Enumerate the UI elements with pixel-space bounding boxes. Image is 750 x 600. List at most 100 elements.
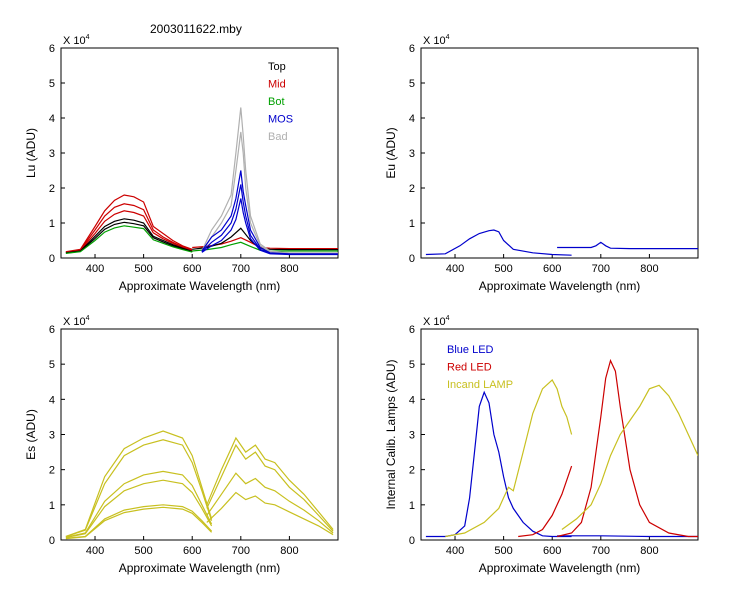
y-tick-label: 6	[409, 324, 415, 336]
series-line-bot	[192, 241, 338, 252]
y-tick-label: 2	[409, 183, 415, 195]
x-tick-label: 400	[446, 263, 464, 275]
x-tick-label: 600	[543, 263, 561, 275]
y-axis-label: Lu (ADU)	[24, 128, 38, 178]
series-line-mos	[201, 198, 338, 256]
plot-frame	[60, 47, 339, 259]
x-tick-label: 800	[280, 545, 298, 557]
series-line-mid	[65, 194, 193, 253]
series-line-es	[65, 439, 213, 538]
y-tick-label: 4	[49, 394, 55, 406]
series-line-top	[65, 218, 193, 254]
x-tick-label: 600	[183, 263, 201, 275]
scale-exponent: 4	[86, 34, 90, 41]
series-line-es	[65, 470, 213, 538]
y-tick-label: 4	[49, 113, 55, 125]
x-tick-label: 500	[134, 263, 152, 275]
x-tick-label: 700	[232, 545, 250, 557]
x-tick-label: 500	[494, 263, 512, 275]
y-tick-label: 5	[49, 78, 55, 90]
legend-entry-blue-led: Blue LED	[447, 344, 494, 356]
plot-frame	[420, 47, 699, 259]
y-tick-label: 2	[49, 183, 55, 195]
series-line-es	[65, 479, 213, 539]
scale-exponent: 4	[86, 315, 90, 322]
series-line-bad	[201, 107, 338, 254]
series-line-es	[65, 430, 213, 538]
series-line-blue-led	[425, 390, 572, 538]
legend-entry-incand-lamp: Incand LAMP	[447, 379, 513, 391]
scale-multiplier: X 104	[423, 34, 450, 47]
y-tick-label: 2	[409, 465, 415, 477]
y-tick-label: 3	[409, 148, 415, 160]
x-axis-label: Approximate Wavelength (nm)	[119, 561, 281, 575]
y-tick-label: 1	[49, 500, 55, 512]
scale-exponent: 4	[446, 315, 450, 322]
legend-entry-mos: MOS	[268, 114, 293, 126]
legend-entry-red-led: Red LED	[447, 362, 492, 374]
x-axis-label: Approximate Wavelength (nm)	[479, 561, 641, 575]
x-tick-label: 700	[592, 545, 610, 557]
x-tick-label: 700	[592, 263, 610, 275]
series-line-es	[206, 436, 334, 530]
y-tick-label: 5	[49, 359, 55, 371]
x-tick-label: 400	[86, 545, 104, 557]
series-line-bot	[65, 225, 193, 254]
series-line-bad	[201, 131, 338, 254]
x-tick-label: 600	[543, 545, 561, 557]
y-tick-label: 3	[49, 148, 55, 160]
y-tick-label: 6	[49, 324, 55, 336]
scale-multiplier: X 104	[63, 315, 90, 328]
series-line-es	[65, 504, 213, 539]
x-tick-label: 800	[280, 263, 298, 275]
x-axis-label: Approximate Wavelength (nm)	[119, 279, 281, 293]
y-tick-label: 0	[49, 253, 55, 265]
series-line-incand-lamp	[445, 379, 573, 538]
scale-multiplier: X 104	[63, 34, 90, 47]
x-tick-label: 400	[446, 545, 464, 557]
scale-base: X 10	[63, 35, 86, 47]
series-line-red-led	[556, 358, 698, 538]
series-line-mos	[201, 170, 338, 255]
y-tick-label: 4	[409, 394, 415, 406]
series-line-es	[206, 472, 334, 534]
x-tick-label: 700	[232, 263, 250, 275]
legend-entry-bot: Bot	[268, 96, 285, 108]
y-axis-label: Eu (ADU)	[384, 127, 398, 178]
legend-entry-bad: Bad	[268, 131, 288, 143]
series-line-es	[65, 506, 213, 540]
scale-base: X 10	[63, 316, 86, 328]
legend-entry-mid: Mid	[268, 79, 286, 91]
y-tick-label: 1	[409, 500, 415, 512]
y-tick-label: 0	[409, 253, 415, 265]
plot-frame	[60, 328, 339, 541]
x-tick-label: 500	[134, 545, 152, 557]
series-line-incand-lamp	[561, 384, 698, 530]
scale-base: X 10	[423, 316, 446, 328]
scale-base: X 10	[423, 35, 446, 47]
x-tick-label: 800	[640, 263, 658, 275]
series-line-es	[206, 443, 334, 532]
series-line-top	[65, 221, 193, 254]
series-line-mid	[65, 203, 193, 253]
y-axis-label: Es (ADU)	[24, 409, 38, 460]
series-line-es	[206, 491, 334, 536]
y-tick-label: 6	[49, 43, 55, 55]
x-tick-label: 800	[640, 545, 658, 557]
y-tick-label: 5	[409, 78, 415, 90]
x-tick-label: 600	[183, 545, 201, 557]
y-tick-label: 5	[409, 359, 415, 371]
figure-title: 2003011622.mby	[150, 22, 242, 36]
x-tick-label: 400	[86, 263, 104, 275]
x-tick-label: 500	[494, 545, 512, 557]
y-tick-label: 4	[409, 113, 415, 125]
y-tick-label: 0	[409, 535, 415, 547]
y-tick-label: 1	[409, 218, 415, 230]
scale-multiplier: X 104	[423, 315, 450, 328]
y-axis-label: Internal Calib. Lamps (ADU)	[384, 359, 398, 509]
series-line-red-led	[518, 465, 573, 538]
